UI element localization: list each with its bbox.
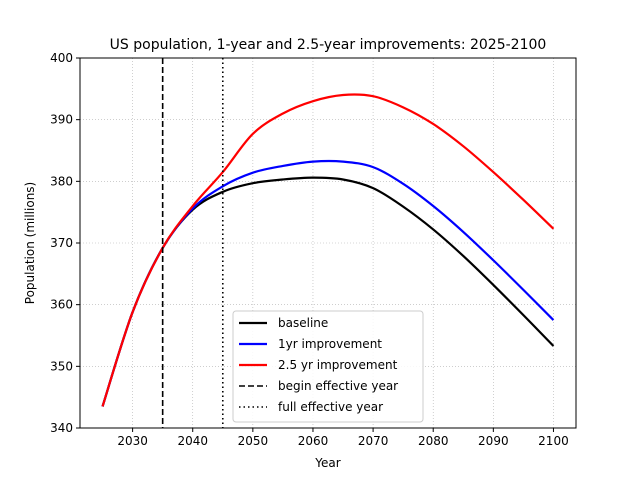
x-tick-label: 2050 [238, 434, 269, 448]
series-line-2 [101, 93, 555, 407]
y-axis-label: Population (millions) [23, 182, 37, 304]
y-tick-label: 360 [50, 298, 73, 312]
legend-label: 1yr improvement [278, 337, 382, 351]
y-tick-label: 350 [50, 359, 73, 373]
legend-label: begin effective year [278, 379, 398, 393]
x-tick-label: 2060 [298, 434, 329, 448]
legend-label: 2.5 yr improvement [278, 358, 398, 372]
legend-label: baseline [278, 316, 328, 330]
y-axis-ticks: 340 350 360 370 380 390 400 [50, 51, 80, 435]
legend: baseline 1yr improvement 2.5 yr improvemen… [232, 310, 424, 423]
x-tick-label: 2100 [538, 434, 569, 448]
series-lines [101, 93, 555, 407]
x-axis-ticks: 2030 2040 2050 2060 2070 2080 2090 2100 [117, 428, 569, 448]
x-tick-label: 2080 [418, 434, 449, 448]
chart-title: US population, 1-year and 2.5-year impro… [110, 37, 547, 53]
x-tick-label: 2030 [117, 434, 148, 448]
y-tick-label: 340 [50, 421, 73, 435]
vertical-marker-lines [161, 58, 224, 428]
y-tick-label: 370 [50, 236, 73, 250]
x-tick-label: 2070 [358, 434, 389, 448]
x-axis-label: Year [314, 456, 340, 470]
legend-box [232, 310, 424, 423]
x-tick-label: 2040 [177, 434, 208, 448]
y-tick-label: 380 [50, 174, 73, 188]
legend-label: full effective year [278, 400, 383, 414]
y-tick-label: 400 [50, 51, 73, 65]
y-tick-label: 390 [50, 113, 73, 127]
x-tick-label: 2090 [478, 434, 509, 448]
